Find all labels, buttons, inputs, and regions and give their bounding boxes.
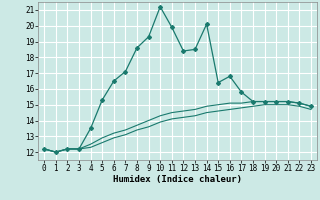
X-axis label: Humidex (Indice chaleur): Humidex (Indice chaleur)	[113, 175, 242, 184]
